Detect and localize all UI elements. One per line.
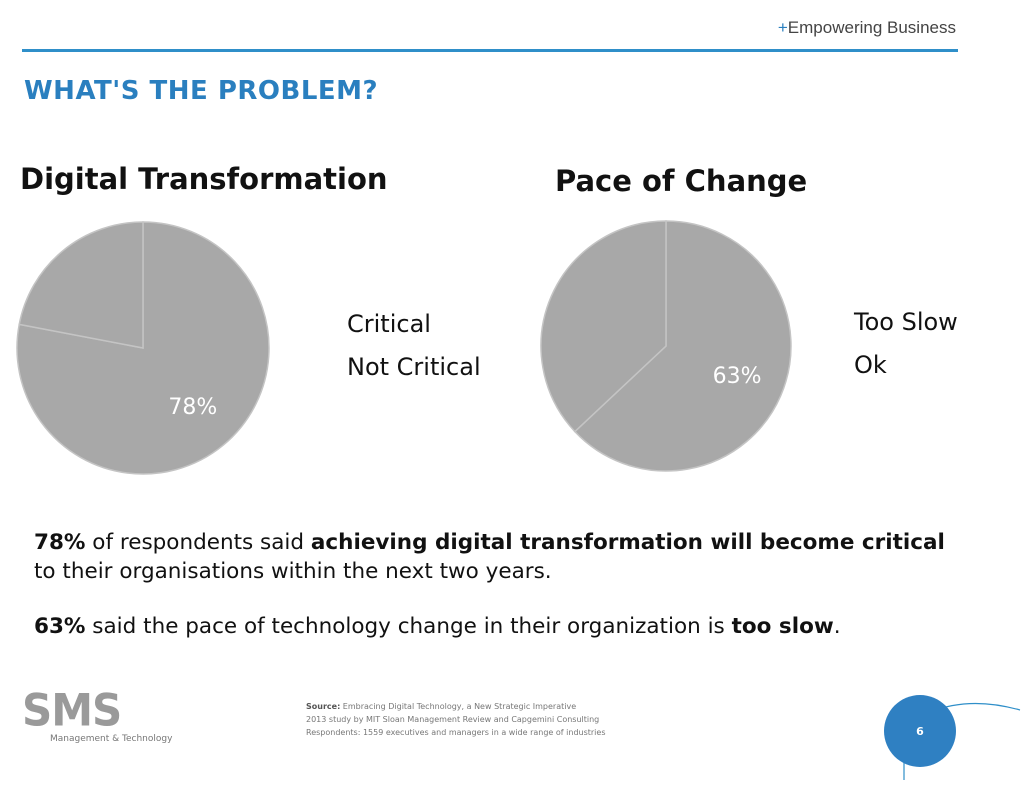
logo-subtitle: Management & Technology — [50, 734, 173, 744]
pie-slice-ok — [540, 220, 667, 433]
source-citation: Source: Embracing Digital Technology, a … — [306, 700, 776, 739]
p1-text-b: to their organisations within the next t… — [34, 559, 552, 584]
slide-title: WHAT'S THE PROBLEM? — [24, 76, 379, 106]
legend-pace-of-change: Too Slow Ok — [854, 301, 958, 387]
pie-chart-digital-transformation: 78% — [16, 221, 270, 475]
p1-text-a: of respondents said — [85, 530, 311, 555]
legend-item-ok: Ok — [854, 351, 887, 379]
finding-paragraph-1: 78% of respondents said achieving digita… — [34, 528, 964, 586]
tagline: +Empowering Business — [778, 18, 956, 38]
pie-slice-not-critical — [18, 221, 144, 349]
p2-text-a: said the pace of technology change in th… — [85, 614, 732, 639]
p2-stat: 63% — [34, 614, 86, 639]
pie-data-label: 78% — [168, 395, 217, 420]
chart-title-pace-of-change: Pace of Change — [555, 164, 808, 198]
tagline-text: Empowering Business — [787, 18, 956, 37]
source-label: Source: — [306, 702, 341, 711]
finding-paragraph-2: 63% said the pace of technology change i… — [34, 612, 964, 641]
source-line-3: Respondents: 1559 executives and manager… — [306, 728, 606, 737]
logo-mark: SMS — [22, 684, 122, 737]
legend-digital-transformation: Critical Not Critical — [347, 303, 481, 389]
legend-item-too-slow: Too Slow — [854, 308, 958, 336]
chart-title-digital-transformation: Digital Transformation — [20, 162, 388, 196]
company-logo: SMS Management & Technology — [22, 684, 173, 744]
source-line-2: 2013 study by MIT Sloan Management Revie… — [306, 715, 600, 724]
source-line-1-text: Embracing Digital Technology, a New Stra… — [340, 702, 577, 711]
pie-chart-pace-of-change: 63% — [540, 220, 792, 472]
p1-stat: 78% — [34, 530, 86, 555]
pie-slice-too-slow — [573, 220, 792, 472]
p2-emphasis: too slow — [731, 614, 834, 639]
legend-item-not-critical: Not Critical — [347, 353, 481, 381]
source-line-1: Source: Embracing Digital Technology, a … — [306, 700, 776, 713]
p1-emphasis: achieving digital transformation will be… — [310, 530, 945, 555]
p2-text-b: . — [833, 614, 841, 639]
legend-item-critical: Critical — [347, 310, 431, 338]
page-number-badge: 6 — [884, 695, 956, 767]
pie-data-label: 63% — [713, 364, 762, 389]
tagline-plus: + — [777, 18, 788, 37]
header-rule — [22, 49, 958, 52]
